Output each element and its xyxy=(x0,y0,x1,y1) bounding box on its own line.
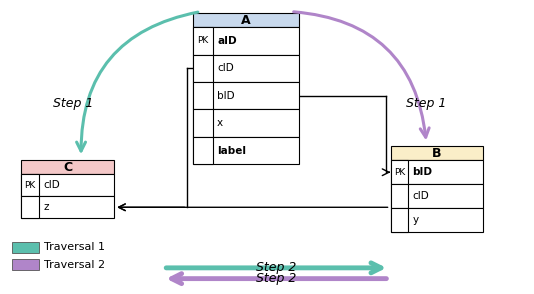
Bar xyxy=(390,208,408,232)
Text: Step 2: Step 2 xyxy=(256,261,296,274)
Bar xyxy=(21,196,114,218)
Text: y: y xyxy=(412,215,419,225)
Text: x: x xyxy=(217,118,223,128)
Text: aID: aID xyxy=(217,36,237,46)
Text: z: z xyxy=(43,202,49,212)
Text: C: C xyxy=(63,161,72,173)
Bar xyxy=(193,27,213,54)
Text: bID: bID xyxy=(217,91,234,101)
Bar xyxy=(390,160,408,184)
Bar xyxy=(193,109,299,137)
Text: Traversal 1: Traversal 1 xyxy=(44,243,105,253)
Bar xyxy=(21,196,39,218)
Text: cID: cID xyxy=(217,63,234,73)
Bar xyxy=(193,54,299,82)
Text: Step 1: Step 1 xyxy=(406,97,446,110)
Bar xyxy=(21,160,114,174)
Bar xyxy=(193,82,299,109)
Text: PK: PK xyxy=(394,168,405,177)
Text: cID: cID xyxy=(43,180,60,190)
Bar xyxy=(193,137,299,164)
Bar xyxy=(193,27,299,54)
Bar xyxy=(390,146,483,160)
Bar xyxy=(390,160,483,184)
Bar xyxy=(193,13,299,27)
Bar xyxy=(21,174,39,196)
Bar xyxy=(390,184,408,208)
Text: PK: PK xyxy=(25,181,36,190)
Bar xyxy=(193,82,213,109)
Text: Step 2: Step 2 xyxy=(256,272,296,285)
Bar xyxy=(12,259,38,270)
Bar xyxy=(193,54,213,82)
Text: A: A xyxy=(241,14,250,26)
Bar xyxy=(21,174,114,196)
Text: B: B xyxy=(432,147,442,160)
Bar xyxy=(390,184,483,208)
Text: Traversal 2: Traversal 2 xyxy=(44,260,105,270)
Text: Step 1: Step 1 xyxy=(53,97,93,110)
Bar xyxy=(193,137,213,164)
Text: bID: bID xyxy=(412,167,433,177)
Bar xyxy=(12,242,38,253)
Text: label: label xyxy=(217,146,246,156)
Bar xyxy=(193,109,213,137)
Text: PK: PK xyxy=(197,36,208,45)
Text: cID: cID xyxy=(412,191,429,201)
Bar xyxy=(390,208,483,232)
